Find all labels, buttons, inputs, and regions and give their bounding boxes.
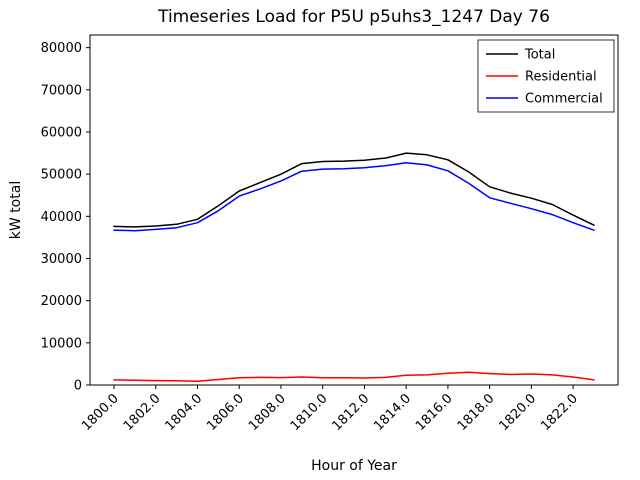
- x-tick-label: 1822.0: [538, 391, 581, 434]
- y-tick-label: 60000: [41, 125, 82, 140]
- x-tick-label: 1800.0: [79, 391, 122, 434]
- series-commercial-line: [113, 162, 595, 232]
- y-axis-label: kW total: [8, 181, 24, 239]
- legend-label-total: Total: [524, 48, 555, 63]
- y-tick-label: 40000: [41, 210, 82, 225]
- x-tick-label: 1806.0: [204, 391, 247, 434]
- y-tick-label: 30000: [41, 252, 82, 267]
- axes-box: [89, 34, 619, 386]
- y-tick-label: 50000: [41, 168, 82, 183]
- x-tick-label: 1814.0: [371, 391, 414, 434]
- x-tick-label: 1810.0: [288, 391, 331, 434]
- x-tick-label: 1802.0: [121, 391, 164, 434]
- series-total-line: [113, 152, 595, 228]
- x-tick-label: 1804.0: [163, 391, 206, 434]
- plot-area: 0 10000 20000 30000 40000 50000 60000 70000 8000…: [41, 34, 619, 434]
- x-tick-label: 1808.0: [246, 391, 289, 434]
- x-tick-label: 1818.0: [455, 391, 498, 434]
- x-tick-label: 1812.0: [329, 391, 372, 434]
- y-tick-label: 80000: [41, 41, 82, 56]
- x-tick-label: 1820.0: [496, 391, 539, 434]
- y-tick-label: 70000: [41, 83, 82, 98]
- x-axis-label: Hour of Year: [311, 458, 397, 474]
- legend-label-residential: Residential: [525, 70, 597, 85]
- x-tick-label: 1816.0: [413, 391, 456, 434]
- series-residential-line: [113, 371, 595, 382]
- y-tick-label: 20000: [41, 294, 82, 309]
- y-tick-label: 10000: [41, 336, 82, 351]
- y-tick-label: 0: [74, 379, 82, 394]
- legend-label-commercial: Commercial: [525, 92, 603, 107]
- chart-title: Timeseries Load for P5U p5uhs3_1247 Day …: [157, 7, 550, 27]
